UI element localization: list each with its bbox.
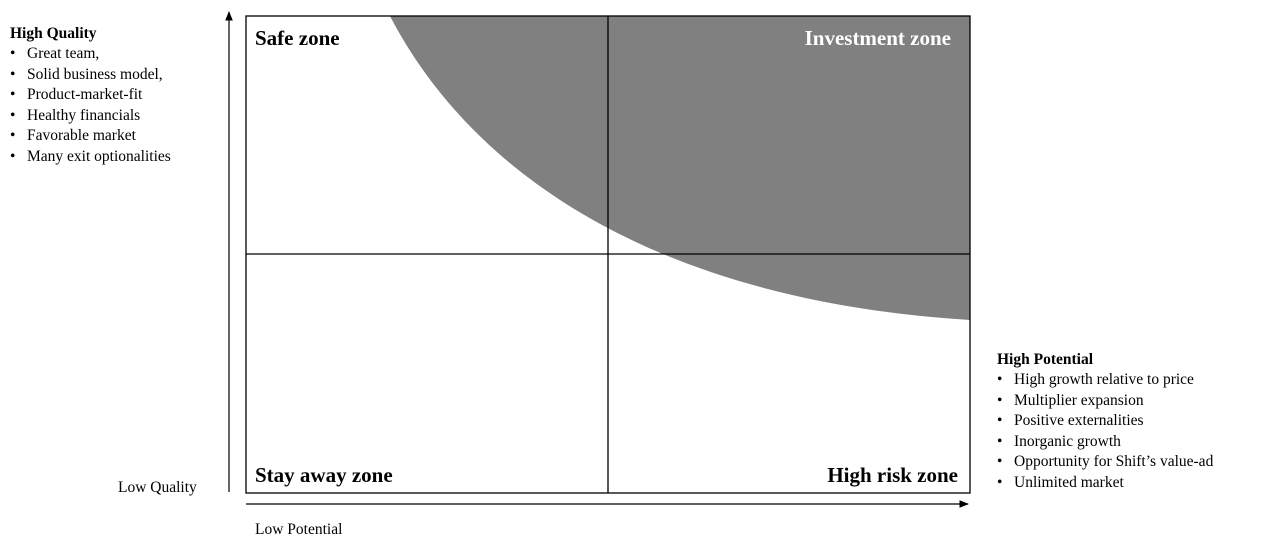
high-quality-title: High Quality [10,25,97,42]
list-item: Product-market-fit [10,85,225,106]
list-item: Opportunity for Shift’s value-ad [997,452,1257,473]
list-item: Unlimited market [997,473,1257,494]
investment-zone-area [390,16,970,320]
list-item: Solid business model, [10,65,225,86]
list-item: Favorable market [10,126,225,147]
list-item: Inorganic growth [997,432,1257,453]
high-potential-list: High growth relative to price Multiplier… [997,370,1257,493]
list-item: High growth relative to price [997,370,1257,391]
stay-away-zone-label: Stay away zone [255,463,393,487]
low-potential-label: Low Potential [255,521,343,538]
high-quality-list: Great team, Solid business model, Produc… [10,44,225,167]
list-item: Healthy financials [10,106,225,127]
list-item: Great team, [10,44,225,65]
list-item: Many exit optionalities [10,147,225,168]
high-quality-block: High Quality Great team, Solid business … [10,24,225,167]
low-quality-label: Low Quality [118,479,197,496]
investment-zone-label: Investment zone [804,26,951,50]
safe-zone-label: Safe zone [255,26,340,50]
list-item: Multiplier expansion [997,391,1257,412]
high-potential-title: High Potential [997,351,1094,368]
high-potential-block: High Potential High growth relative to p… [997,350,1257,493]
high-risk-zone-label: High risk zone [827,463,958,487]
list-item: Positive externalities [997,411,1257,432]
